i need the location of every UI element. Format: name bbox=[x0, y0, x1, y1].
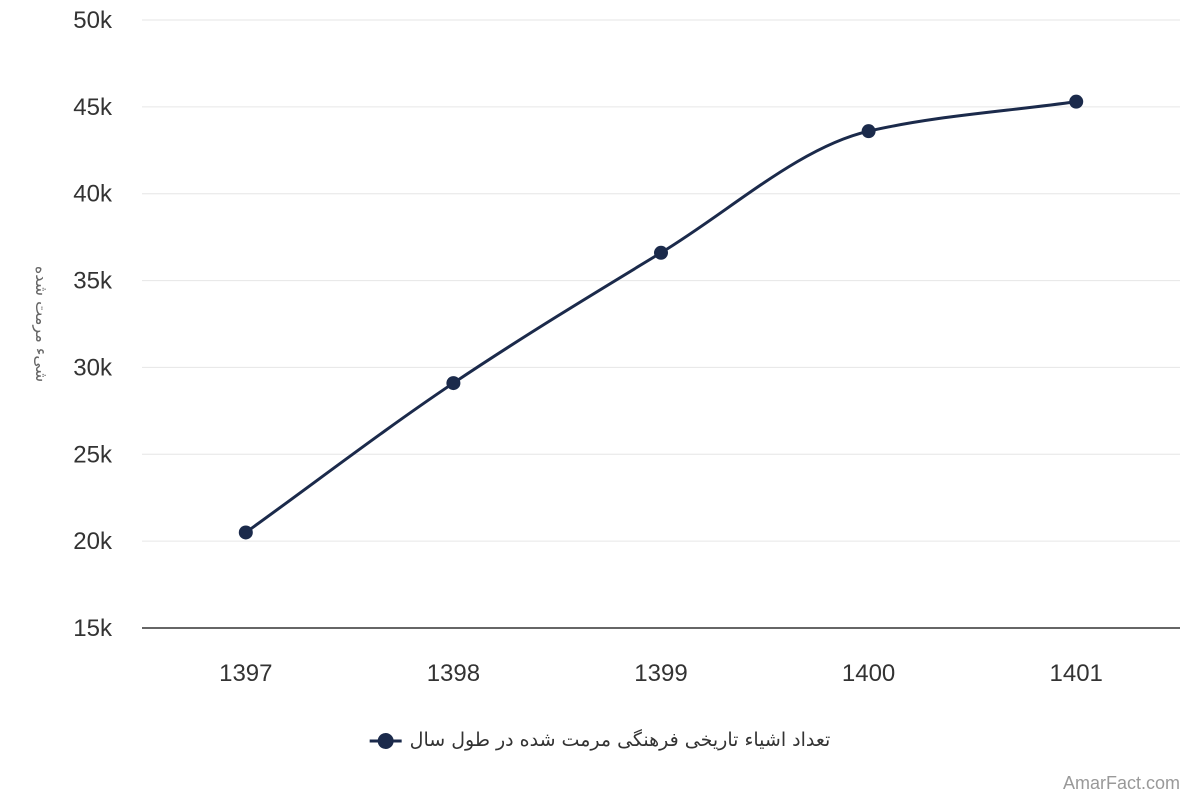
y-tick-label: 20k bbox=[73, 528, 113, 555]
data-point[interactable] bbox=[446, 376, 461, 391]
y-tick-label: 35k bbox=[73, 268, 113, 295]
y-tick-label: 50k bbox=[73, 7, 113, 34]
y-axis-tick-labels: 15k 20k 25k 30k 35k 40k 45k 50k bbox=[73, 7, 113, 642]
data-point[interactable] bbox=[654, 245, 668, 260]
data-point[interactable] bbox=[861, 124, 876, 139]
credit-label[interactable]: AmarFact.com bbox=[1062, 773, 1180, 793]
legend[interactable]: تعداد اشیاء تاریخی فرهنگی مرمت شده در طو… bbox=[369, 728, 831, 751]
data-points bbox=[238, 94, 1084, 540]
y-tick-label: 15k bbox=[73, 615, 113, 642]
y-tick-label: 40k bbox=[73, 181, 113, 208]
y-tick-label: 25k bbox=[73, 441, 113, 468]
series-line bbox=[244, 100, 1077, 534]
legend-label: تعداد اشیاء تاریخی فرهنگی مرمت شده در طو… bbox=[410, 728, 831, 751]
y-tick-label: 30k bbox=[73, 354, 113, 381]
x-tick-label: 1397 bbox=[219, 660, 272, 687]
data-point[interactable] bbox=[238, 525, 253, 540]
legend-marker bbox=[377, 733, 394, 749]
x-tick-label: 1398 bbox=[427, 660, 480, 687]
x-tick-label: 1401 bbox=[1050, 660, 1103, 687]
x-tick-label: 1400 bbox=[842, 660, 895, 687]
grid-lines bbox=[142, 19, 1180, 542]
x-axis-tick-labels: 1397 1398 1399 1400 1401 bbox=[219, 660, 1103, 687]
y-axis-label: شیء مرمت شده bbox=[31, 266, 51, 382]
y-tick-label: 45k bbox=[73, 94, 113, 121]
data-point[interactable] bbox=[1069, 94, 1084, 109]
x-tick-label: 1399 bbox=[634, 660, 687, 687]
